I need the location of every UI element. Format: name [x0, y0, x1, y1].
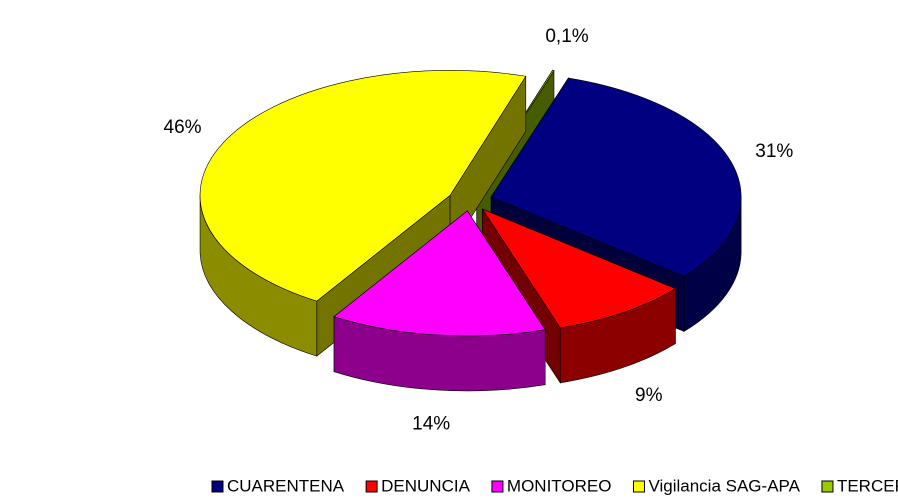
legend-swatch — [211, 480, 224, 493]
data-label: 14% — [412, 414, 450, 435]
slice-top — [199, 70, 527, 302]
legend-swatch — [491, 480, 504, 493]
data-label: 46% — [164, 117, 202, 138]
legend-label: Vigilancia SAG-APA — [648, 476, 800, 495]
slice-top — [490, 77, 742, 277]
legend-swatch — [632, 480, 645, 493]
legend-swatch — [365, 480, 378, 493]
legend-label: CUARENTENA — [227, 476, 345, 495]
data-label: 0,1% — [545, 26, 588, 47]
slice — [333, 209, 546, 392]
slice-top — [333, 210, 546, 337]
legend-swatch — [821, 480, 834, 493]
legend-label: DENUNCIA — [381, 476, 470, 495]
data-label: 31% — [755, 141, 793, 162]
legend-label: TERCEROS — [837, 476, 898, 495]
data-label: 9% — [635, 385, 663, 406]
slice-top — [481, 208, 677, 329]
legend-label: MONITOREO — [507, 476, 612, 495]
slice — [199, 70, 527, 357]
